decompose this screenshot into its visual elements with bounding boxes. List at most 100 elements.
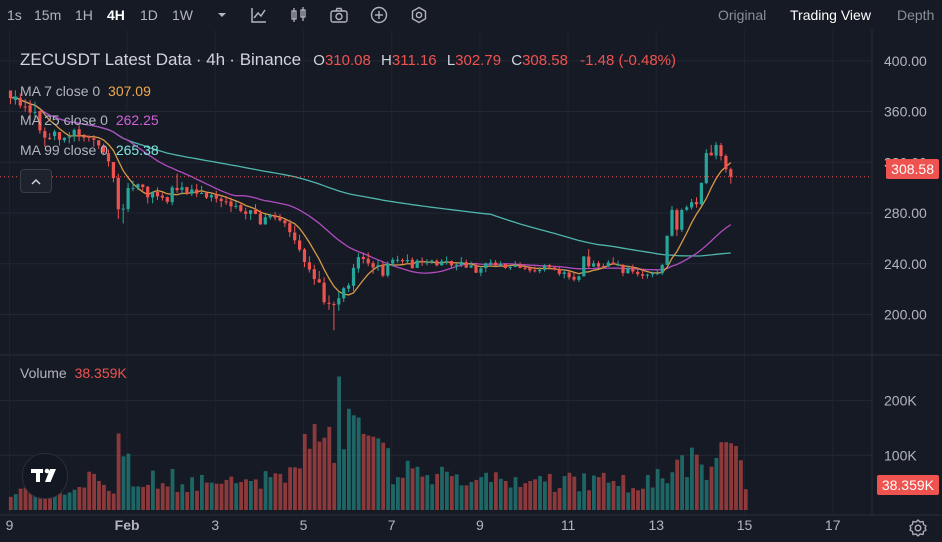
high-value: 311.16 (391, 52, 437, 69)
candle-body (146, 186, 150, 198)
view-depth[interactable]: Depth (897, 7, 935, 23)
volume-bar (33, 494, 38, 510)
candles-icon[interactable] (289, 5, 309, 25)
volume-bar (557, 488, 562, 510)
volume-bar (513, 477, 518, 510)
candlestick-chart[interactable]: 400.00360.00320.00280.00240.00200.00200K… (0, 30, 942, 542)
interval-15m[interactable]: 15m (34, 7, 62, 23)
interval-4h[interactable]: 4H (107, 7, 125, 23)
ma7-legend[interactable]: MA 7 close 0 307.09 (20, 82, 151, 100)
volume-bar (435, 473, 439, 510)
candle-body (160, 195, 164, 198)
candle-body (626, 267, 630, 274)
candle-body (283, 220, 287, 224)
chart-type-icon[interactable] (249, 5, 269, 25)
candle-body (200, 192, 204, 194)
candle-body (185, 187, 189, 194)
ma99-legend[interactable]: MA 99 close 0 265.38 (20, 141, 159, 159)
candle-body (204, 192, 209, 198)
volume-bar (190, 477, 194, 510)
candle-body (719, 145, 723, 157)
candle-body (121, 208, 125, 210)
plus-circle-icon[interactable] (369, 5, 389, 25)
volume-bar (351, 415, 356, 510)
volume-bar (371, 436, 376, 510)
candle-body (494, 262, 498, 266)
volume-bar (445, 471, 449, 510)
candle-body (675, 210, 679, 230)
volume-legend[interactable]: Volume 38.359K (20, 364, 127, 382)
candle-body (709, 152, 713, 156)
volume-bar (376, 438, 381, 510)
candle-body (704, 153, 708, 184)
candle-body (342, 288, 346, 299)
ma25-label: MA 25 close 0 (20, 112, 108, 128)
candle-body (729, 169, 733, 177)
tradingview-logo[interactable] (22, 453, 68, 499)
volume-bar (719, 442, 724, 510)
volume-bar (361, 433, 366, 510)
volume-bar (484, 472, 488, 510)
settings-hex-icon[interactable] (409, 5, 429, 25)
volume-bar (650, 487, 655, 510)
interval-1s[interactable]: 1s (7, 7, 22, 23)
volume-bar (665, 483, 670, 510)
volume-bar (146, 484, 150, 510)
ma25-legend[interactable]: MA 25 close 0 262.25 (20, 111, 159, 129)
view-trading-view[interactable]: Trading View (790, 7, 871, 23)
interval-label: 4h (206, 50, 226, 69)
interval-1w[interactable]: 1W (172, 7, 193, 23)
gear-icon[interactable] (908, 518, 928, 538)
volume-bar (655, 468, 660, 510)
volume-bar (690, 447, 694, 510)
volume-bar (268, 477, 273, 510)
volume-bar (175, 491, 180, 510)
volume-bar (23, 487, 28, 510)
candle-body (180, 187, 184, 190)
candle-body (175, 187, 179, 191)
collapse-legend-button[interactable] (20, 169, 52, 193)
candle-body (420, 260, 424, 263)
volume-bar (111, 493, 116, 510)
volume-bar (601, 472, 606, 510)
candle-body (547, 265, 552, 268)
interval-1d[interactable]: 1D (140, 7, 158, 23)
volume-bar (62, 494, 67, 510)
candle-body (440, 261, 444, 266)
interval-1h[interactable]: 1H (75, 7, 93, 23)
close-value: 308.58 (522, 52, 568, 69)
candle-body (327, 302, 331, 304)
volume-bar (498, 478, 503, 510)
candle-body (503, 264, 507, 268)
time-tick-label: 7 (388, 517, 396, 533)
volume-bar (454, 474, 459, 510)
volume-bar (28, 492, 33, 510)
candle-body (57, 132, 62, 140)
volume-bar (258, 488, 263, 510)
volume-bar (229, 476, 234, 510)
tv-logo-icon (31, 468, 56, 482)
candle-body (224, 201, 228, 203)
candle-body (126, 188, 130, 209)
view-original[interactable]: Original (718, 7, 767, 23)
candle-body (53, 131, 57, 137)
camera-icon[interactable] (329, 5, 349, 25)
candle-body (405, 259, 409, 262)
chart-area[interactable]: 400.00360.00320.00280.00240.00200.00200K… (0, 30, 942, 542)
candle-body (136, 184, 140, 188)
candle-body (621, 265, 625, 274)
volume-bar (283, 482, 288, 510)
volume-bar (538, 476, 542, 510)
volume-bar (430, 484, 435, 510)
volume-bar (302, 433, 307, 510)
price-tick-label: 200.00 (884, 306, 927, 322)
candle-body (356, 257, 360, 269)
chevron-down-icon[interactable] (212, 5, 232, 25)
volume-bar (582, 473, 586, 510)
candle-body (376, 265, 380, 268)
candle-body (43, 131, 47, 138)
candle-body (28, 105, 32, 113)
volume-bar (366, 435, 371, 510)
candle-body (498, 264, 503, 266)
open-value: 310.08 (324, 52, 371, 69)
